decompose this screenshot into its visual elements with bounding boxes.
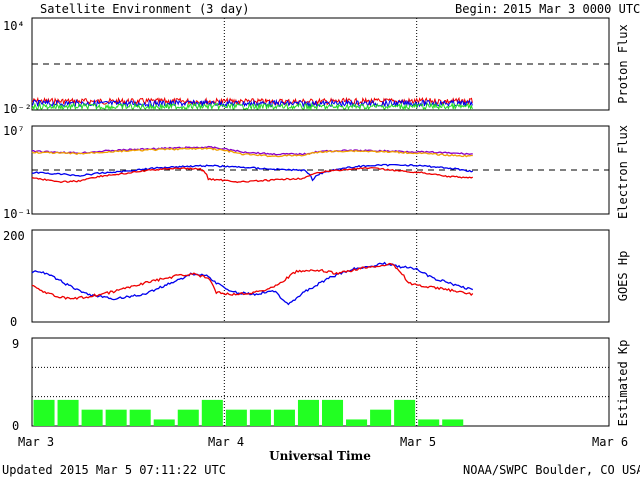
kp-ylabel: Estimated Kp: [616, 340, 630, 427]
proton-panel: 10⁴ 10⁻² Proton Flux: [3, 17, 630, 116]
begin-value: 2015 Mar 3 0000 UTC: [503, 2, 640, 16]
kp-bar: [418, 419, 440, 426]
xtick-mar3: Mar 3: [18, 435, 54, 449]
proton-ytick-top: 10⁴: [3, 19, 25, 33]
electron-panel: 10⁷ 10⁻¹ Electron Flux: [3, 124, 630, 221]
series-line-red: [31, 166, 474, 184]
proton-ylabel: Proton Flux: [616, 24, 630, 103]
kp-panel: 9 0 Estimated Kp: [12, 337, 630, 433]
goes-hp-series: [31, 230, 474, 322]
kp-frame: [31, 337, 610, 427]
proton-ytick-bottom: 10⁻²: [3, 102, 32, 116]
credit-text: NOAA/SWPC Boulder, CO USA: [463, 463, 640, 477]
electron-series: [31, 126, 609, 214]
updated-timestamp: Updated 2015 Mar 5 07:11:22 UTC: [2, 463, 226, 477]
xtick-mar4: Mar 4: [208, 435, 244, 449]
kp-bar: [273, 409, 295, 426]
kp-bar: [225, 409, 247, 426]
series-line-blue: [31, 261, 474, 306]
kp-bar: [33, 399, 55, 426]
kp-bar: [297, 399, 319, 426]
proton-series: [31, 18, 609, 111]
kp-bar: [322, 399, 344, 426]
kp-ytick-bottom: 0: [12, 419, 19, 433]
series-line-green: [31, 101, 473, 111]
xtick-mar5: Mar 5: [400, 435, 436, 449]
chart-title: Satellite Environment (3 day): [40, 2, 250, 16]
electron-ylabel: Electron Flux: [616, 125, 630, 219]
series-line-blue: [31, 163, 474, 182]
series-line-purple: [32, 145, 473, 156]
kp-bar: [57, 399, 79, 426]
series-line-red: [31, 262, 474, 300]
goes-hp-ytick-bottom: 0: [10, 315, 17, 329]
begin-label: Begin:: [455, 2, 498, 16]
electron-ytick-bottom: 10⁻¹: [3, 207, 32, 221]
kp-bars: [32, 338, 609, 426]
kp-bar: [442, 419, 464, 426]
kp-bar: [201, 399, 223, 426]
goes-hp-panel: 200 0 GOES Hp: [3, 229, 630, 329]
x-axis-label: Universal Time: [269, 449, 371, 463]
series-line-orange: [31, 147, 473, 158]
xtick-mar6: Mar 6: [592, 435, 628, 449]
kp-bar: [249, 409, 271, 426]
kp-bar: [370, 409, 392, 426]
kp-bar: [346, 419, 368, 426]
goes-hp-ylabel: GOES Hp: [616, 251, 630, 302]
kp-ytick-top: 9: [12, 337, 19, 351]
electron-ytick-top: 10⁷: [3, 124, 25, 138]
goes-hp-frame: [31, 229, 610, 323]
kp-bar: [177, 409, 199, 426]
kp-bar: [129, 409, 151, 426]
goes-hp-ytick-top: 200: [3, 229, 25, 243]
kp-bar: [105, 409, 127, 426]
kp-bar: [153, 419, 175, 426]
kp-bar: [81, 409, 103, 426]
kp-bar: [394, 399, 416, 426]
